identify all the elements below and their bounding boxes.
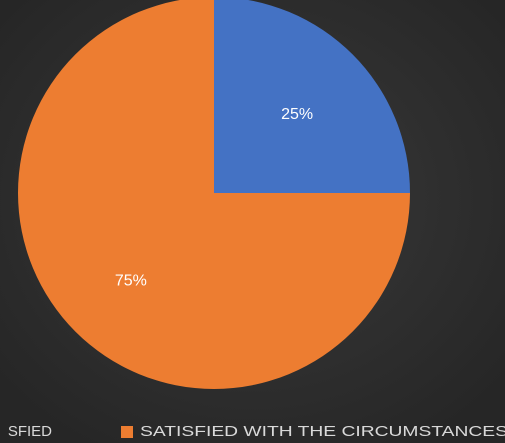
legend-label: SFIED [8, 423, 52, 440]
pie-slice [214, 0, 410, 193]
data-label: 75% [115, 272, 147, 289]
data-label: 25% [281, 106, 313, 123]
legend-swatch [121, 426, 133, 438]
legend-label: SATISFIED WITH THE CIRCUMSTANCES [140, 423, 505, 440]
pie-slice [18, 0, 410, 389]
